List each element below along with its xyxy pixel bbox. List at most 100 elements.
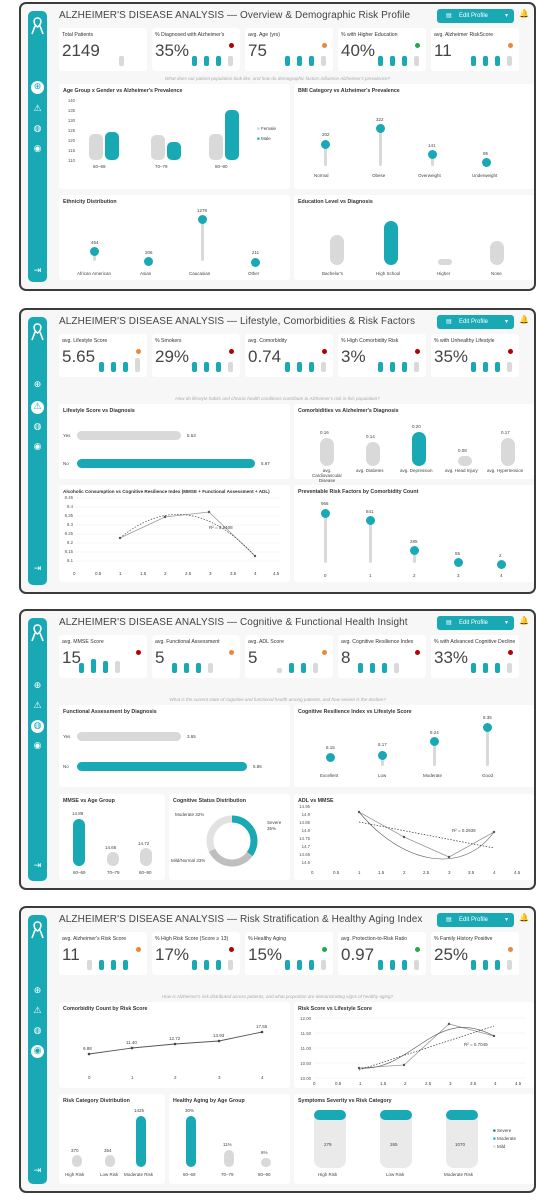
bell-icon[interactable]: 🔔: [519, 9, 529, 18]
kpi-card: % with Advanced Cognitive Decline 33%: [431, 635, 519, 678]
bell-icon[interactable]: 🔔: [519, 315, 529, 324]
chevron-down-icon: ▾: [504, 917, 508, 923]
kpi-card: Total Patients 2149: [59, 28, 147, 71]
functional-panel: Functional Assessment by Diagnosis Yes 3…: [59, 705, 290, 787]
ribbon-icon: [31, 323, 44, 341]
risk-lifestyle-panel: Risk Score vs Lifestyle Score 12.00 11.5…: [294, 1002, 534, 1088]
cognitive-nav-icon[interactable]: ◍: [33, 1026, 42, 1036]
bell-icon[interactable]: 🔔: [519, 616, 529, 625]
ribbon-icon: [31, 921, 44, 939]
risk-nav-icon[interactable]: ◉: [33, 442, 42, 452]
status-dot: [508, 349, 513, 354]
edit-profile-button[interactable]: ▤ Edit Profile ▾: [437, 913, 514, 927]
preventable-panel: Preventable Risk Factors by Comorbidity …: [294, 485, 534, 582]
severity-panel: Symptoms Severity vs Risk Category 279 2…: [294, 1094, 534, 1184]
mmse-age-panel: MMSE vs Age Group 14.89 14.66 14.72 60–6…: [59, 794, 165, 880]
overview-nav-icon[interactable]: ⊕: [33, 681, 42, 691]
sidebar: ⊕ ⚠ ◍ ◉ ⇥: [28, 11, 47, 282]
dashboard-cognitive: ⊕ ⚠ ◍ ◉ ⇥ ALZHEIMER'S DISEASE ANALYSIS —…: [19, 609, 536, 890]
kpi-card: % High Risk Score (Score ≥ 13) 17%: [152, 932, 240, 975]
overview-nav-icon[interactable]: ⊕: [31, 81, 44, 94]
dashboard-title: ALZHEIMER'S DISEASE ANALYSIS — Overview …: [59, 10, 411, 21]
legend-mild: ■ Mild: [493, 1144, 506, 1149]
question-text: What is the current state of cognitive a…: [169, 697, 386, 702]
bmi-panel: BMI Category vs Alzheimer's Prevalence 2…: [294, 84, 534, 189]
status-dot: [508, 43, 513, 48]
cognitive-nav-icon[interactable]: ◍: [33, 422, 42, 432]
question-text: How do lifestyle habits and chronic heal…: [175, 396, 380, 401]
status-dot: [229, 349, 234, 354]
comorb-risk-line-chart: [87, 1030, 264, 1056]
status-dot: [136, 349, 141, 354]
status-dot: [322, 947, 327, 952]
question-text: What does our patient population look li…: [164, 76, 391, 81]
status-dot: [322, 650, 327, 655]
edit-profile-button[interactable]: ▤ Edit Profile ▾: [437, 315, 514, 329]
status-dot: [229, 947, 234, 952]
kpi-card: % High Comorbidity Risk 3%: [338, 334, 426, 377]
edit-profile-button[interactable]: ▤ Edit Profile ▾: [437, 9, 514, 23]
risk-nav-icon[interactable]: ◉: [31, 1045, 44, 1058]
lifestyle-panel: Lifestyle Score vs Diagnosis Yes 5.63 No…: [59, 404, 290, 479]
dashboard-overview: ⊕ ⚠ ◍ ◉ ⇥ ALZHEIMER'S DISEASE ANALYSIS —…: [19, 2, 536, 291]
lifestyle-nav-icon[interactable]: ⚠: [33, 1006, 42, 1016]
lifestyle-nav-icon[interactable]: ⚠: [31, 401, 44, 414]
adl-mmse-line-chart: [357, 810, 496, 860]
dashboard-risk: ⊕ ⚠ ◍ ◉ ⇥ ALZHEIMER'S DISEASE ANALYSIS —…: [19, 906, 536, 1193]
sidebar: ⊕ ⚠ ◍ ◉ ⇥: [28, 618, 47, 881]
chevron-down-icon: ▾: [504, 13, 508, 19]
status-dot: [229, 43, 234, 48]
exit-icon[interactable]: ⇥: [33, 564, 42, 574]
ribbon-icon: [31, 17, 44, 35]
cognitive-nav-icon[interactable]: ◍: [31, 720, 44, 733]
profile-icon: ▤: [446, 917, 452, 923]
status-dot: [136, 947, 141, 952]
profile-icon: ▤: [446, 319, 452, 325]
education-panel: Education Level vs Diagnosis Bachelor's …: [294, 195, 534, 280]
bell-icon[interactable]: 🔔: [519, 913, 529, 922]
alcohol-line-chart: [75, 497, 280, 562]
chevron-down-icon: ▾: [504, 620, 508, 626]
kpi-card: % with Unhealthy Lifestyle 35%: [431, 334, 519, 377]
healthy-aging-panel: Healthy Aging by Age Group 30% 11% 6% 60…: [169, 1094, 290, 1184]
comorb-risk-panel: Comorbidity Count by Risk Score 9.88 11.…: [59, 1002, 290, 1088]
dashboard-title: ALZHEIMER'S DISEASE ANALYSIS — Cognitive…: [59, 617, 408, 628]
kpi-card: % Healthy Aging 15%: [245, 932, 333, 975]
kpi-card: avg. Functional Assessment 5: [152, 635, 240, 678]
comorbidities-panel: Comorbidities vs Alzheimer's Diagnosis 0…: [294, 404, 534, 483]
status-dot: [322, 43, 327, 48]
overview-nav-icon[interactable]: ⊕: [33, 380, 42, 390]
question-text: How is Alzheimer's risk distributed acro…: [161, 994, 394, 999]
status-dot: [229, 650, 234, 655]
risk-nav-icon[interactable]: ◉: [33, 741, 42, 751]
exit-icon[interactable]: ⇥: [33, 1166, 42, 1176]
profile-icon: ▤: [446, 620, 452, 626]
status-dot: [322, 349, 327, 354]
overview-nav-icon[interactable]: ⊕: [33, 986, 42, 996]
status-dot: [415, 947, 420, 952]
sidebar: ⊕ ⚠ ◍ ◉ ⇥: [28, 915, 47, 1184]
edit-profile-button[interactable]: ▤ Edit Profile ▾: [437, 616, 514, 630]
ethnicity-panel: Ethnicity Distribution 454 206 1278 211 …: [59, 195, 290, 280]
alcohol-panel: Alcoholic Consumption vs Cognitive Resil…: [59, 485, 290, 582]
kpi-card: avg. Age (yrs) 75: [245, 28, 333, 71]
status-dot: [508, 947, 513, 952]
kpi-card: % with Higher Education 40%: [338, 28, 426, 71]
profile-icon: ▤: [446, 13, 452, 19]
lifestyle-nav-icon[interactable]: ⚠: [33, 104, 42, 114]
exit-icon[interactable]: ⇥: [33, 861, 42, 871]
risk-category-panel: Risk Category Distribution 370 354 1425 …: [59, 1094, 165, 1184]
kpi-card: avg. Protection-to-Risk Ratio 0.97: [338, 932, 426, 975]
kpi-card: avg. Alzheimer RiskScore 11: [431, 28, 519, 71]
dashboard-lifestyle: ⊕ ⚠ ◍ ◉ ⇥ ALZHEIMER'S DISEASE ANALYSIS —…: [19, 308, 536, 594]
risk-nav-icon[interactable]: ◉: [33, 144, 42, 154]
legend-male: ■ Male: [257, 136, 271, 141]
legend-moderate: ■ Moderate: [493, 1136, 516, 1141]
exit-icon[interactable]: ⇥: [33, 266, 42, 276]
ribbon-icon: [31, 624, 44, 642]
cognitive-nav-icon[interactable]: ◍: [33, 124, 42, 134]
kpi-card: avg. ADL Score 5: [245, 635, 333, 678]
status-dot: [508, 650, 513, 655]
lifestyle-nav-icon[interactable]: ⚠: [33, 701, 42, 711]
kpi-card: % Diagnosed with Alzheimer's 35%: [152, 28, 240, 71]
